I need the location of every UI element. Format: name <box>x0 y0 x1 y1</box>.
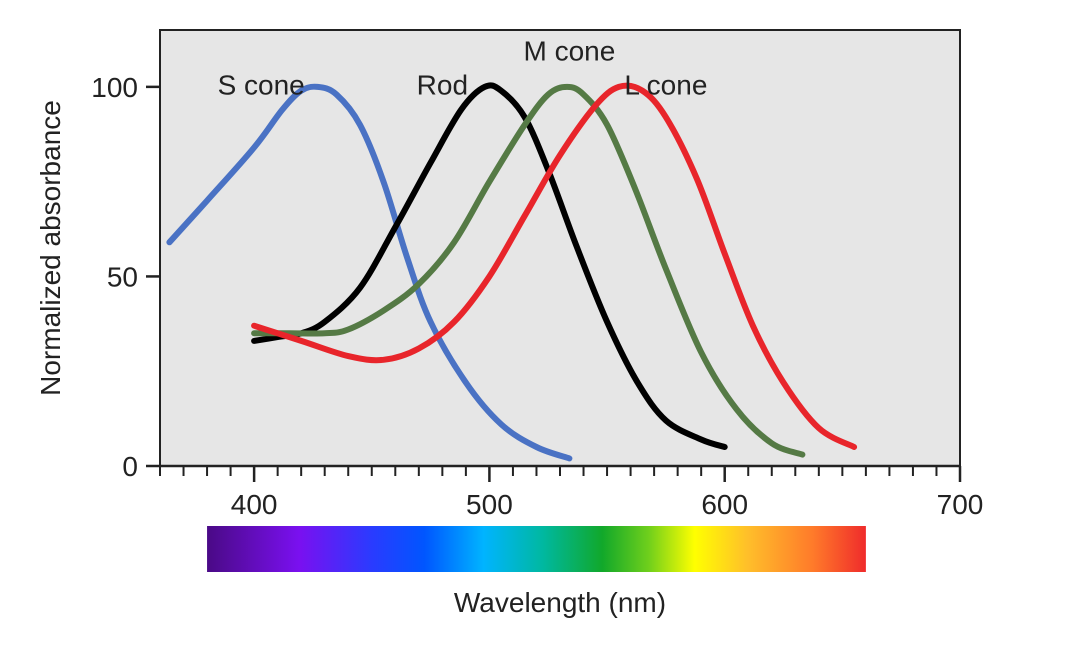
l-cone-label: L cone <box>624 69 707 100</box>
rod-curve <box>251 82 728 450</box>
m-cone-curve <box>251 83 806 458</box>
series-labels: S cone Rod M cone L cone <box>218 35 708 100</box>
x-tick-label: 600 <box>701 489 748 520</box>
plot-area <box>160 30 960 466</box>
spectrum-bar <box>207 526 866 572</box>
l-cone-curve <box>251 82 858 450</box>
rod-label: Rod <box>417 69 468 100</box>
y-tick-label: 100 <box>91 72 138 103</box>
y-tick-label: 0 <box>122 451 138 482</box>
x-tick-label: 700 <box>937 489 984 520</box>
x-tick-label: 400 <box>231 489 278 520</box>
series-layer <box>166 82 858 462</box>
x-tick-label: 500 <box>466 489 513 520</box>
y-axis-title: Normalized absorbance <box>35 100 66 396</box>
axes: 400 500 600 700 0 50 100 <box>91 29 984 520</box>
s-cone-label: S cone <box>218 69 305 100</box>
y-tick-label: 50 <box>107 261 138 292</box>
s-cone-curve <box>166 83 573 462</box>
m-cone-label: M cone <box>523 35 615 66</box>
x-axis-title: Wavelength (nm) <box>454 587 666 618</box>
